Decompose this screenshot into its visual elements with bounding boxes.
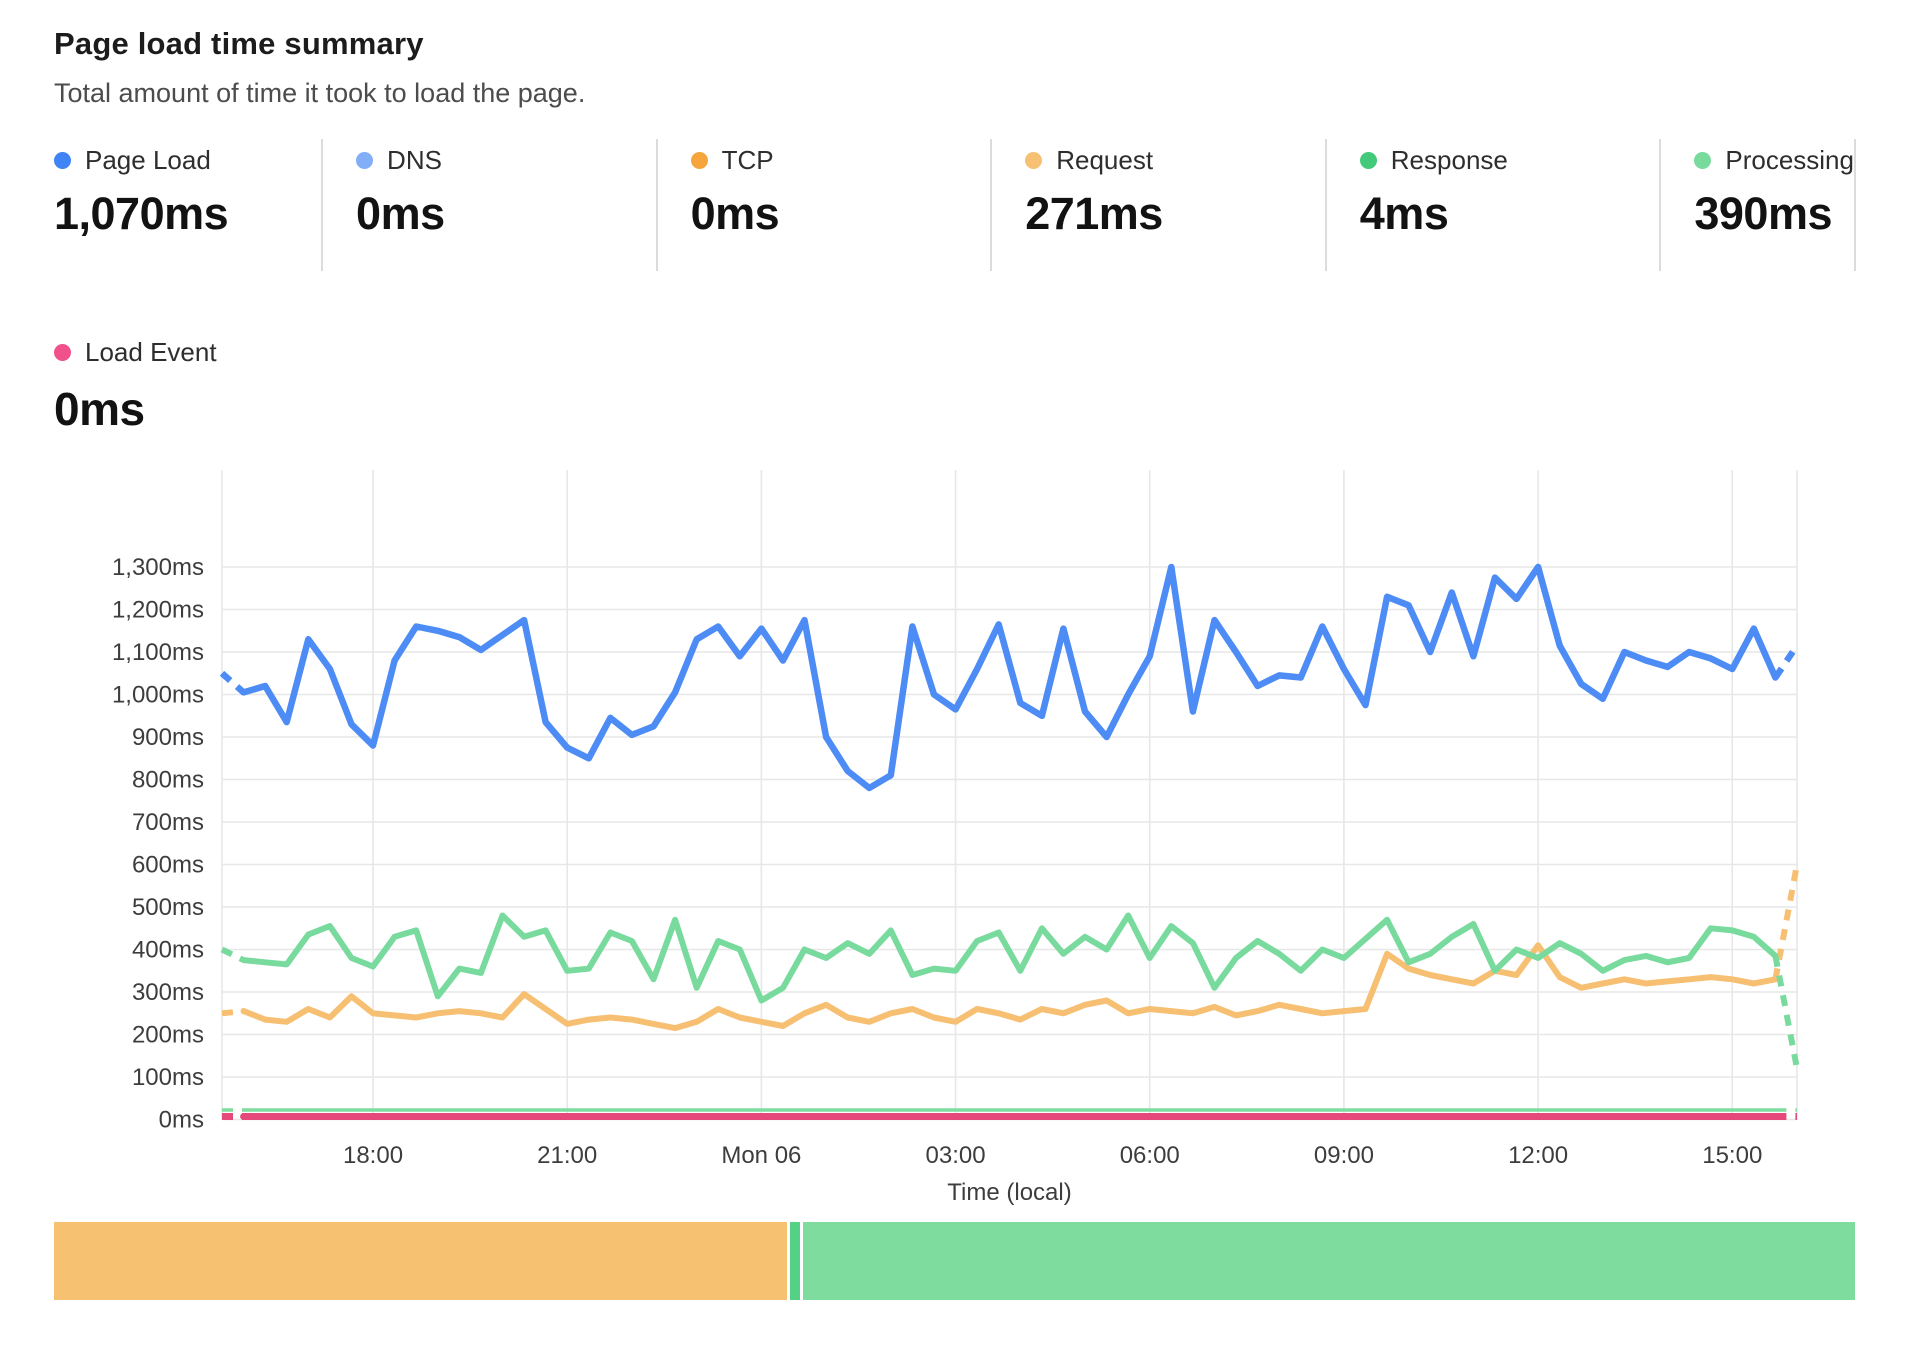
metric-value: 0ms bbox=[54, 383, 145, 435]
metric-request: Request 271ms bbox=[992, 139, 1327, 271]
metric-label: Page Load bbox=[85, 145, 211, 175]
metric-value: 4ms bbox=[1359, 188, 1449, 239]
svg-text:03:00: 03:00 bbox=[926, 1142, 986, 1169]
bar-segment-processing-share bbox=[803, 1222, 1855, 1300]
svg-text:500ms: 500ms bbox=[132, 894, 204, 921]
svg-text:12:00: 12:00 bbox=[1508, 1142, 1568, 1169]
svg-text:06:00: 06:00 bbox=[1120, 1142, 1180, 1169]
svg-text:15:00: 15:00 bbox=[1702, 1142, 1762, 1169]
load-event-legend-dot-icon bbox=[54, 344, 71, 361]
svg-text:1,100ms: 1,100ms bbox=[112, 639, 204, 666]
metric-processing: Processing 390ms bbox=[1661, 139, 1856, 271]
svg-text:700ms: 700ms bbox=[132, 809, 204, 836]
svg-text:Mon 06: Mon 06 bbox=[721, 1142, 801, 1169]
bar-segment-request-share bbox=[54, 1222, 788, 1300]
metric-label: Processing bbox=[1725, 145, 1854, 175]
metric-label: DNS bbox=[387, 145, 442, 175]
metric-value: 390ms bbox=[1694, 188, 1832, 239]
svg-text:800ms: 800ms bbox=[132, 767, 204, 794]
metric-page-load: Page Load 1,070ms bbox=[54, 139, 324, 271]
svg-text:1,000ms: 1,000ms bbox=[112, 682, 204, 709]
chart-canvas: 0ms 100ms 200ms 300ms 400ms 500ms 600ms 700ms 80… bbox=[112, 470, 1800, 1206]
svg-text:21:00: 21:00 bbox=[537, 1142, 597, 1169]
line-chart: 0ms 100ms 200ms 300ms 400ms 500ms 600ms 700ms 80… bbox=[0, 440, 1910, 1210]
metric-dns: DNS 0ms bbox=[323, 139, 658, 271]
metric-value: 271ms bbox=[1025, 188, 1163, 239]
metric-label: Response bbox=[1390, 145, 1508, 175]
timing-breakdown-bar bbox=[54, 1222, 1856, 1300]
svg-text:18:00: 18:00 bbox=[343, 1142, 403, 1169]
svg-text:600ms: 600ms bbox=[132, 852, 204, 879]
svg-text:300ms: 300ms bbox=[132, 979, 204, 1006]
tcp-legend-dot-icon bbox=[690, 152, 708, 169]
page-load-legend-dot-icon bbox=[54, 152, 71, 169]
svg-text:1,200ms: 1,200ms bbox=[112, 597, 204, 624]
page-subtitle: Total amount of time it took to load the… bbox=[54, 78, 586, 108]
metric-response: Response 4ms bbox=[1327, 139, 1662, 271]
svg-text:Time (local): Time (local) bbox=[947, 1179, 1071, 1206]
metric-value: 0ms bbox=[690, 188, 780, 239]
svg-text:0ms: 0ms bbox=[159, 1107, 204, 1134]
processing-legend-dot-icon bbox=[1694, 152, 1712, 169]
metric-tcp: TCP 0ms bbox=[658, 139, 993, 271]
svg-text:400ms: 400ms bbox=[132, 937, 204, 964]
metric-value: 0ms bbox=[356, 188, 445, 239]
bar-segment-response-share bbox=[790, 1222, 801, 1300]
metric-load-event: Load Event 0ms bbox=[54, 337, 1856, 436]
metric-label: Load Event bbox=[85, 337, 217, 367]
metric-label: TCP bbox=[721, 145, 774, 175]
metrics-row: Page Load 1,070ms DNS 0ms TCP 0ms Reques… bbox=[54, 139, 1856, 271]
dns-legend-dot-icon bbox=[356, 152, 374, 169]
metric-label: Request bbox=[1056, 145, 1154, 175]
metric-value: 1,070ms bbox=[54, 188, 229, 239]
response-legend-dot-icon bbox=[1359, 152, 1377, 169]
svg-text:900ms: 900ms bbox=[132, 724, 204, 751]
svg-text:1,300ms: 1,300ms bbox=[112, 554, 204, 581]
svg-text:200ms: 200ms bbox=[132, 1022, 204, 1049]
page-title: Page load time summary bbox=[54, 26, 424, 61]
svg-text:100ms: 100ms bbox=[132, 1064, 204, 1091]
svg-text:09:00: 09:00 bbox=[1314, 1142, 1374, 1169]
request-legend-dot-icon bbox=[1025, 152, 1043, 169]
